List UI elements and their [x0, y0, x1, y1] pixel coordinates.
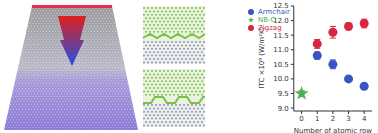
svg-text:10.5: 10.5	[273, 61, 289, 69]
svg-text:4: 4	[362, 115, 367, 123]
svg-text:12.0: 12.0	[273, 17, 289, 25]
svg-text:0: 0	[299, 115, 303, 123]
svg-text:1: 1	[315, 115, 319, 123]
svg-text:3: 3	[346, 115, 350, 123]
html-text:Armchair: Armchair	[258, 8, 290, 16]
svg-text:10.0: 10.0	[273, 75, 289, 83]
svg-text:2: 2	[331, 115, 335, 123]
svg-text:11.0: 11.0	[273, 46, 289, 54]
svg-text:9.5: 9.5	[278, 90, 289, 98]
html-text:NB-C: NB-C	[258, 16, 276, 24]
svg-text:Number of atomic row: Number of atomic row	[294, 127, 370, 133]
svg-text:12.5: 12.5	[273, 2, 289, 10]
html-text:Zigzag: Zigzag	[258, 24, 282, 32]
svg-text:11.5: 11.5	[273, 32, 289, 40]
svg-text:9.0: 9.0	[278, 105, 289, 113]
svg-text:ITC ×10⁹ (W/m²K): ITC ×10⁹ (W/m²K)	[258, 26, 266, 88]
